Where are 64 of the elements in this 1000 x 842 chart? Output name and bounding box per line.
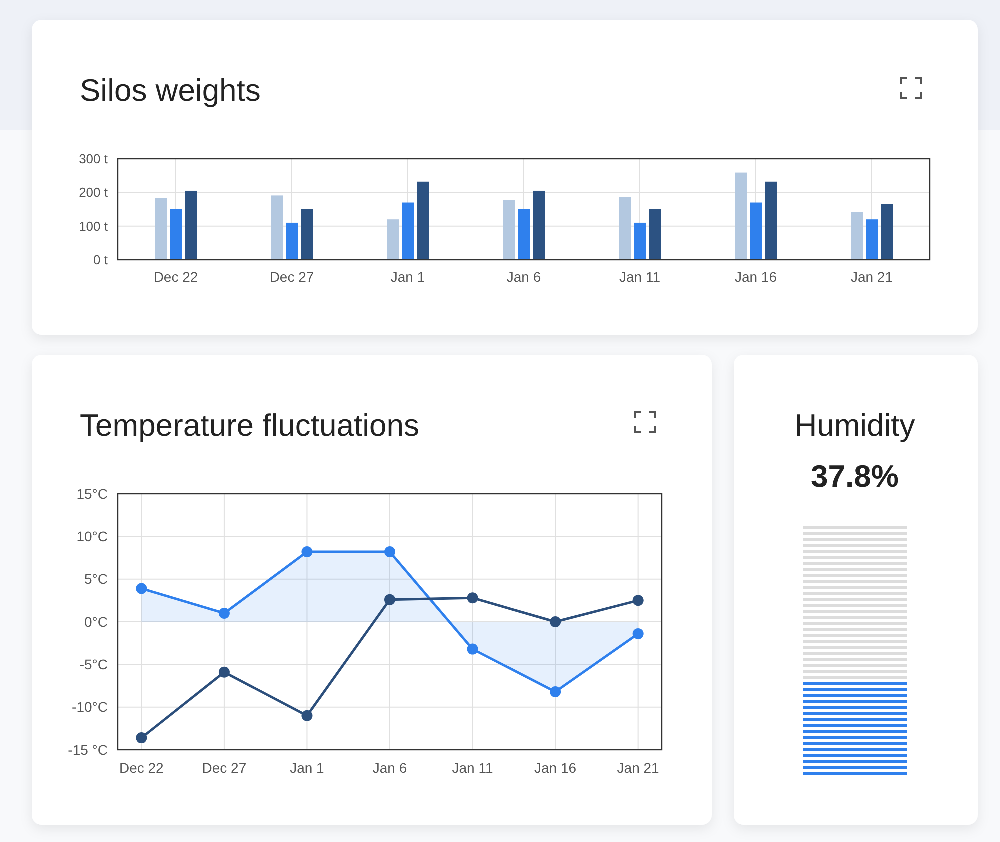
- bar: [301, 210, 313, 260]
- y-tick-label: 200 t: [79, 185, 108, 200]
- x-tick-label: Jan 11: [620, 269, 661, 285]
- point: [550, 616, 562, 628]
- data-label: 37.8%: [811, 459, 899, 494]
- chart-title: Silos weights: [80, 73, 261, 108]
- point: [467, 592, 478, 604]
- bar: [402, 202, 414, 260]
- x-tick-label: Dec 27: [270, 269, 314, 285]
- y-tick-label: -10°C: [72, 699, 108, 716]
- y-tick-label: 10°C: [76, 528, 108, 545]
- point: [632, 628, 644, 640]
- x-tick-label: Jan 11: [452, 760, 494, 776]
- bar: [286, 222, 298, 260]
- y-tick-label: 300 t: [79, 152, 108, 167]
- bar: [634, 222, 646, 260]
- bar: [619, 197, 631, 260]
- x-tick-label: Dec 27: [202, 760, 247, 776]
- bar: [851, 212, 863, 260]
- bar: [155, 198, 167, 260]
- bar: [170, 210, 182, 260]
- point: [550, 686, 562, 698]
- point: [218, 608, 230, 619]
- point: [467, 644, 478, 655]
- point: [384, 546, 396, 558]
- x-tick-label: Dec 22: [119, 760, 164, 776]
- bar: [750, 202, 762, 260]
- text: Humidity: [794, 408, 916, 443]
- chart-title: Temperature fluctuations: [80, 408, 420, 443]
- x-tick-label: Jan 16: [534, 760, 577, 776]
- point: [218, 666, 230, 678]
- y-tick-label: -15 °C: [68, 742, 108, 758]
- bar: [387, 220, 399, 260]
- bar: [866, 220, 878, 260]
- bar: [185, 190, 197, 260]
- bar: [735, 172, 747, 260]
- bar: [271, 196, 283, 260]
- y-tick-label: -5°C: [80, 656, 108, 673]
- x-tick-label: Jan 1: [290, 760, 325, 776]
- y-tick-label: 0°C: [84, 614, 108, 630]
- y-tick-label: 5°C: [84, 571, 108, 588]
- y-tick-label: 0 t: [94, 252, 108, 268]
- bar: [503, 200, 515, 260]
- y-tick-label: 100 t: [79, 218, 108, 234]
- x-tick-label: Jan 1: [390, 269, 426, 285]
- y-tick-label: 15°C: [76, 486, 108, 502]
- bar: [533, 190, 545, 260]
- bar: [765, 182, 777, 260]
- bar: [518, 210, 530, 260]
- point: [384, 594, 396, 606]
- bar: [417, 182, 429, 260]
- x-tick-label: Jan 16: [734, 269, 778, 285]
- point: [632, 595, 644, 606]
- x-tick-label: Jan 6: [372, 760, 408, 776]
- bar: [881, 204, 893, 260]
- point: [302, 546, 313, 558]
- bar: [649, 210, 661, 260]
- point: [136, 732, 148, 744]
- point: [136, 583, 148, 594]
- x-tick-label: Jan 6: [506, 269, 542, 285]
- x-tick-label: Jan 21: [617, 760, 660, 776]
- point: [302, 710, 313, 722]
- x-tick-label: Dec 22: [154, 269, 198, 285]
- x-tick-label: Jan 21: [850, 269, 894, 285]
